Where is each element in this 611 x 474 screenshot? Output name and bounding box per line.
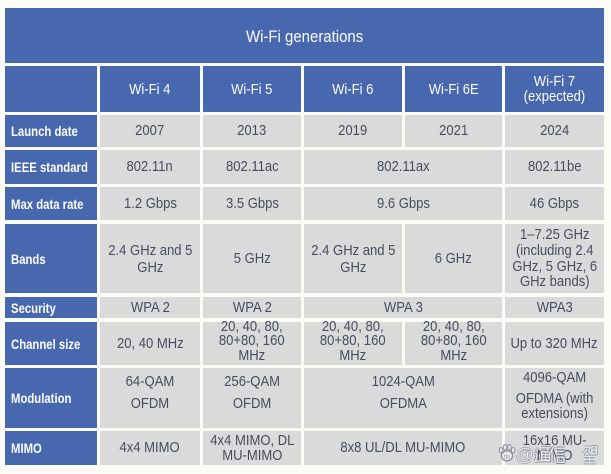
svg-text:@: @ <box>516 445 534 465</box>
svg-text:du: du <box>504 455 511 461</box>
